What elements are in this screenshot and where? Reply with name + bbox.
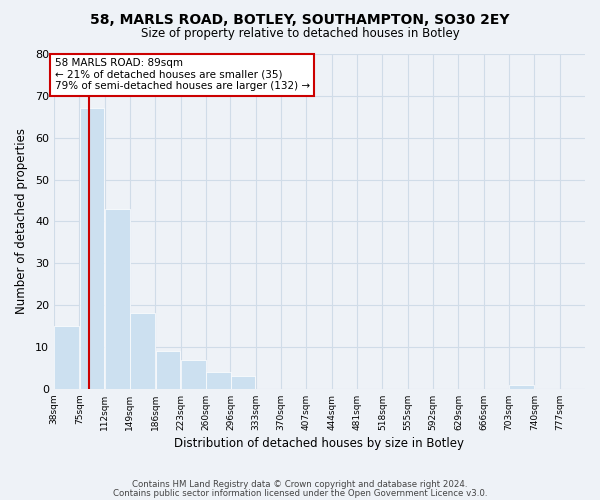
Text: Contains public sector information licensed under the Open Government Licence v3: Contains public sector information licen… [113,489,487,498]
Bar [206,372,231,389]
Bar [80,108,104,389]
Bar [155,351,180,389]
Bar [54,326,79,389]
Bar [181,360,206,389]
Bar [509,384,534,389]
Bar [130,314,155,389]
Y-axis label: Number of detached properties: Number of detached properties [15,128,28,314]
Text: 58 MARLS ROAD: 89sqm
← 21% of detached houses are smaller (35)
79% of semi-detac: 58 MARLS ROAD: 89sqm ← 21% of detached h… [55,58,310,92]
Text: 58, MARLS ROAD, BOTLEY, SOUTHAMPTON, SO30 2EY: 58, MARLS ROAD, BOTLEY, SOUTHAMPTON, SO3… [90,12,510,26]
Bar [231,376,256,389]
Text: Contains HM Land Registry data © Crown copyright and database right 2024.: Contains HM Land Registry data © Crown c… [132,480,468,489]
X-axis label: Distribution of detached houses by size in Botley: Distribution of detached houses by size … [175,437,464,450]
Bar [105,209,130,389]
Text: Size of property relative to detached houses in Botley: Size of property relative to detached ho… [140,28,460,40]
